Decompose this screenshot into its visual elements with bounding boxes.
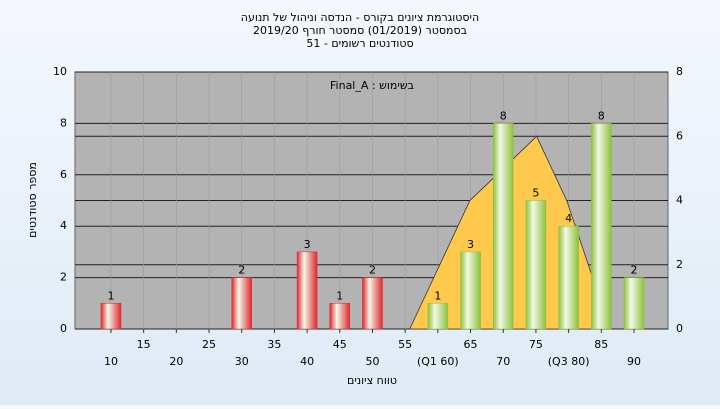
y-tick-label: 2 (60, 271, 67, 284)
bar (362, 277, 383, 330)
value-label: 5 (532, 187, 539, 200)
y-tick-label: 10 (53, 65, 67, 78)
value-label: 2 (631, 264, 638, 277)
bar (460, 251, 481, 330)
x-tick-label: 25 (202, 338, 216, 351)
y-tick-label: 8 (60, 116, 67, 129)
bar (231, 277, 252, 330)
bar (100, 303, 122, 330)
value-label: 1 (107, 289, 114, 302)
annotation: בשימוש : Final_A (330, 79, 414, 92)
bar (525, 200, 547, 330)
y-tick-label: 4 (60, 219, 67, 232)
chart-subtitle: בסמסטר (01/2019) סמסטר חורף 2019/20 (253, 24, 467, 37)
x-tick-label: 75 (529, 338, 543, 351)
x-tick-label: (Q1 60) (417, 355, 459, 368)
y2-tick-label: 6 (676, 129, 683, 142)
bar (591, 123, 612, 330)
x-axis-title: טווח ציונים (347, 374, 397, 387)
value-label: 4 (565, 212, 572, 225)
y-tick-label: 6 (60, 168, 67, 181)
value-label: 1 (434, 289, 441, 302)
x-tick-label: 55 (398, 338, 412, 351)
x-tick-label: 85 (594, 338, 608, 351)
value-label: 3 (304, 238, 311, 251)
x-tick-label: 70 (496, 355, 510, 368)
y2-tick-label: 0 (676, 322, 683, 335)
bar (623, 277, 645, 330)
x-tick-label: 20 (169, 355, 183, 368)
x-tick-label: 50 (365, 355, 379, 368)
value-label: 8 (500, 109, 507, 122)
y2-tick-label: 2 (676, 258, 683, 271)
x-tick-label: 30 (235, 355, 249, 368)
y2-tick-label: 8 (676, 65, 683, 78)
x-tick-label: 15 (137, 338, 151, 351)
bar (296, 251, 318, 330)
bar (558, 225, 579, 330)
x-tick-label: 90 (627, 355, 641, 368)
chart-subtitle: סטודנטים רשומים - 51 (306, 37, 413, 50)
bar (427, 303, 449, 330)
bar (329, 303, 351, 330)
x-tick-label: 45 (333, 338, 347, 351)
value-label: 2 (238, 264, 245, 277)
x-tick-label: 10 (104, 355, 118, 368)
y-tick-label: 0 (60, 322, 67, 335)
chart-title: היסטוגרמת ציונים בקורס - הנדסה וניהול של… (241, 11, 479, 24)
y-axis-title: מספר סטודנטים (26, 162, 39, 238)
x-tick-label: 35 (267, 338, 281, 351)
bar (492, 123, 514, 330)
y2-tick-label: 4 (676, 194, 683, 207)
x-tick-label: (Q3 80) (548, 355, 590, 368)
value-label: 1 (336, 289, 343, 302)
value-label: 2 (369, 264, 376, 277)
x-tick-label: 40 (300, 355, 314, 368)
value-label: 3 (467, 238, 474, 251)
value-label: 8 (598, 109, 605, 122)
x-tick-label: 65 (464, 338, 478, 351)
